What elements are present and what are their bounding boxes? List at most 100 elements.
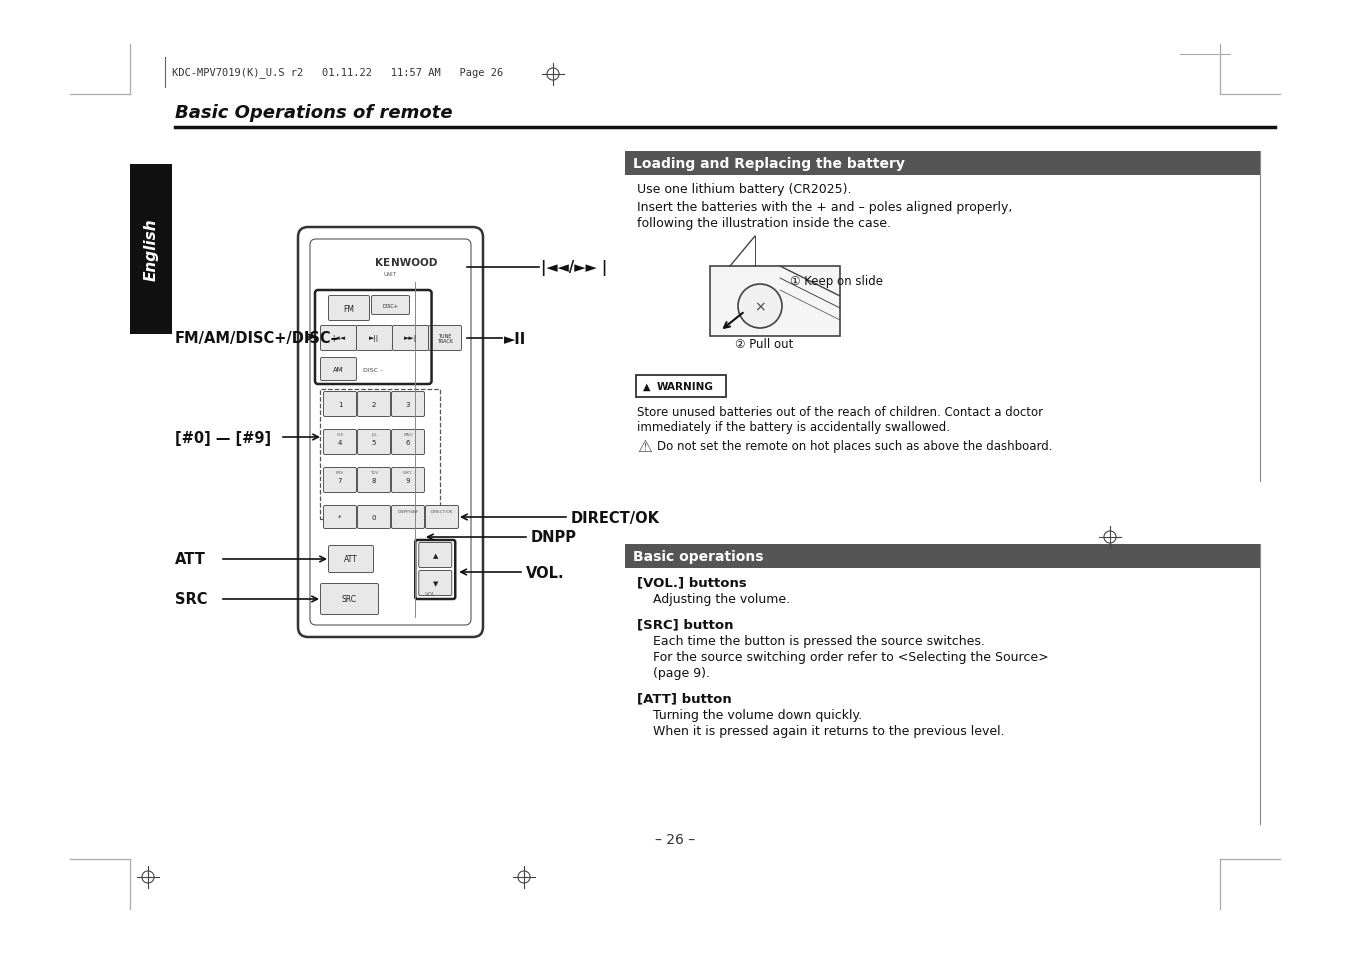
Text: DIRECT/OK: DIRECT/OK — [571, 510, 661, 525]
Text: JKL: JKL — [372, 433, 377, 436]
FancyBboxPatch shape — [392, 506, 424, 529]
Text: 3: 3 — [405, 401, 411, 408]
Text: WARNING: WARNING — [657, 381, 713, 392]
Text: PRS: PRS — [336, 471, 345, 475]
Text: GHI: GHI — [336, 433, 343, 436]
FancyBboxPatch shape — [358, 392, 390, 417]
Text: ►||: ►|| — [369, 335, 380, 342]
FancyBboxPatch shape — [392, 430, 424, 455]
Text: *: * — [338, 515, 342, 520]
FancyBboxPatch shape — [323, 392, 357, 417]
Polygon shape — [711, 267, 840, 336]
Text: For the source switching order refer to <Selecting the Source>: For the source switching order refer to … — [653, 651, 1048, 664]
Text: FM: FM — [343, 304, 354, 314]
Text: UNIT: UNIT — [384, 272, 396, 276]
Text: Use one lithium battery (CR2025).: Use one lithium battery (CR2025). — [638, 183, 851, 196]
Text: ►II: ►II — [504, 331, 527, 346]
Text: following the illustration inside the case.: following the illustration inside the ca… — [638, 217, 892, 231]
Text: 8: 8 — [372, 477, 376, 483]
Text: [VOL.] buttons: [VOL.] buttons — [638, 576, 747, 589]
FancyBboxPatch shape — [426, 506, 458, 529]
Text: DISC –: DISC – — [363, 367, 384, 372]
Text: 5: 5 — [372, 439, 376, 446]
Text: ② Pull out: ② Pull out — [735, 337, 793, 350]
FancyBboxPatch shape — [358, 506, 390, 529]
Text: Adjusting the volume.: Adjusting the volume. — [653, 593, 790, 606]
FancyBboxPatch shape — [323, 468, 357, 493]
Text: 2: 2 — [372, 401, 376, 408]
Text: |◄◄: |◄◄ — [332, 335, 345, 342]
Text: (page 9).: (page 9). — [653, 667, 711, 679]
Text: WXY: WXY — [403, 471, 413, 475]
FancyBboxPatch shape — [357, 326, 393, 351]
FancyBboxPatch shape — [372, 296, 409, 315]
Text: ▲: ▲ — [432, 553, 438, 558]
Circle shape — [738, 285, 782, 329]
Text: 0: 0 — [372, 515, 376, 520]
Text: DNPP: DNPP — [531, 530, 577, 545]
Text: ATT: ATT — [345, 555, 358, 564]
Text: 4: 4 — [338, 439, 342, 446]
FancyBboxPatch shape — [419, 543, 451, 568]
Text: NWOOD: NWOOD — [390, 257, 438, 268]
Text: SRC: SRC — [176, 592, 208, 607]
Text: TUNE
TRACK: TUNE TRACK — [436, 334, 453, 344]
Text: VOL.: VOL. — [426, 591, 438, 596]
FancyBboxPatch shape — [419, 571, 451, 596]
FancyBboxPatch shape — [428, 326, 462, 351]
Text: [ATT] button: [ATT] button — [638, 692, 732, 705]
Text: ATT: ATT — [176, 552, 205, 567]
Text: DIRECT/OK: DIRECT/OK — [431, 510, 453, 514]
FancyBboxPatch shape — [323, 506, 357, 529]
FancyBboxPatch shape — [392, 392, 424, 417]
Text: Store unused batteries out of the reach of children. Contact a doctor: Store unused batteries out of the reach … — [638, 405, 1043, 418]
Text: SRC: SRC — [342, 595, 357, 604]
Text: ×: × — [754, 299, 766, 314]
Text: 9: 9 — [405, 477, 411, 483]
FancyBboxPatch shape — [299, 228, 484, 638]
Text: immediately if the battery is accidentally swallowed.: immediately if the battery is accidental… — [638, 420, 950, 433]
Text: DNPP/SBF: DNPP/SBF — [397, 510, 419, 514]
Text: – 26 –: – 26 – — [655, 832, 694, 846]
Text: [#0] — [#9]: [#0] — [#9] — [176, 430, 272, 445]
Text: KDC-MPV7019(K)_U.S r2   01.11.22   11:57 AM   Page 26: KDC-MPV7019(K)_U.S r2 01.11.22 11:57 AM … — [172, 68, 504, 78]
FancyBboxPatch shape — [309, 240, 471, 625]
Text: Insert the batteries with the + and – poles aligned properly,: Insert the batteries with the + and – po… — [638, 200, 1012, 213]
FancyBboxPatch shape — [392, 468, 424, 493]
Text: Basic operations: Basic operations — [634, 550, 763, 563]
Text: ►►|: ►►| — [404, 335, 417, 342]
Text: 6: 6 — [405, 439, 411, 446]
Text: TUV: TUV — [370, 471, 378, 475]
FancyBboxPatch shape — [393, 326, 428, 351]
FancyBboxPatch shape — [320, 358, 357, 381]
Text: AM: AM — [334, 367, 345, 373]
FancyBboxPatch shape — [358, 468, 390, 493]
Text: KE: KE — [374, 257, 390, 268]
Text: When it is pressed again it returns to the previous level.: When it is pressed again it returns to t… — [653, 724, 1005, 738]
Text: ① Keep on slide: ① Keep on slide — [790, 275, 884, 288]
Text: Loading and Replacing the battery: Loading and Replacing the battery — [634, 157, 905, 171]
FancyBboxPatch shape — [626, 152, 1260, 175]
Text: Basic Operations of remote: Basic Operations of remote — [176, 104, 453, 122]
Text: VOL.: VOL. — [526, 565, 565, 579]
FancyBboxPatch shape — [320, 326, 357, 351]
FancyBboxPatch shape — [626, 544, 1260, 568]
FancyBboxPatch shape — [320, 584, 378, 615]
Text: [SRC] button: [SRC] button — [638, 618, 734, 631]
Text: 7: 7 — [338, 477, 342, 483]
Text: DISC+: DISC+ — [382, 303, 399, 308]
Text: Turning the volume down quickly.: Turning the volume down quickly. — [653, 709, 862, 721]
FancyBboxPatch shape — [328, 296, 370, 321]
Text: ▼: ▼ — [432, 580, 438, 586]
Text: 1: 1 — [338, 401, 342, 408]
FancyBboxPatch shape — [323, 430, 357, 455]
FancyBboxPatch shape — [328, 546, 373, 573]
Text: English: English — [143, 218, 158, 281]
Text: MNO: MNO — [403, 433, 413, 436]
FancyBboxPatch shape — [130, 165, 172, 335]
Text: FM/AM/DISC+/DISC–: FM/AM/DISC+/DISC– — [176, 330, 339, 345]
FancyBboxPatch shape — [358, 430, 390, 455]
Text: ⚠: ⚠ — [638, 437, 653, 456]
Text: |◄◄/►► |: |◄◄/►► | — [540, 260, 607, 275]
Text: Each time the button is pressed the source switches.: Each time the button is pressed the sour… — [653, 635, 985, 648]
